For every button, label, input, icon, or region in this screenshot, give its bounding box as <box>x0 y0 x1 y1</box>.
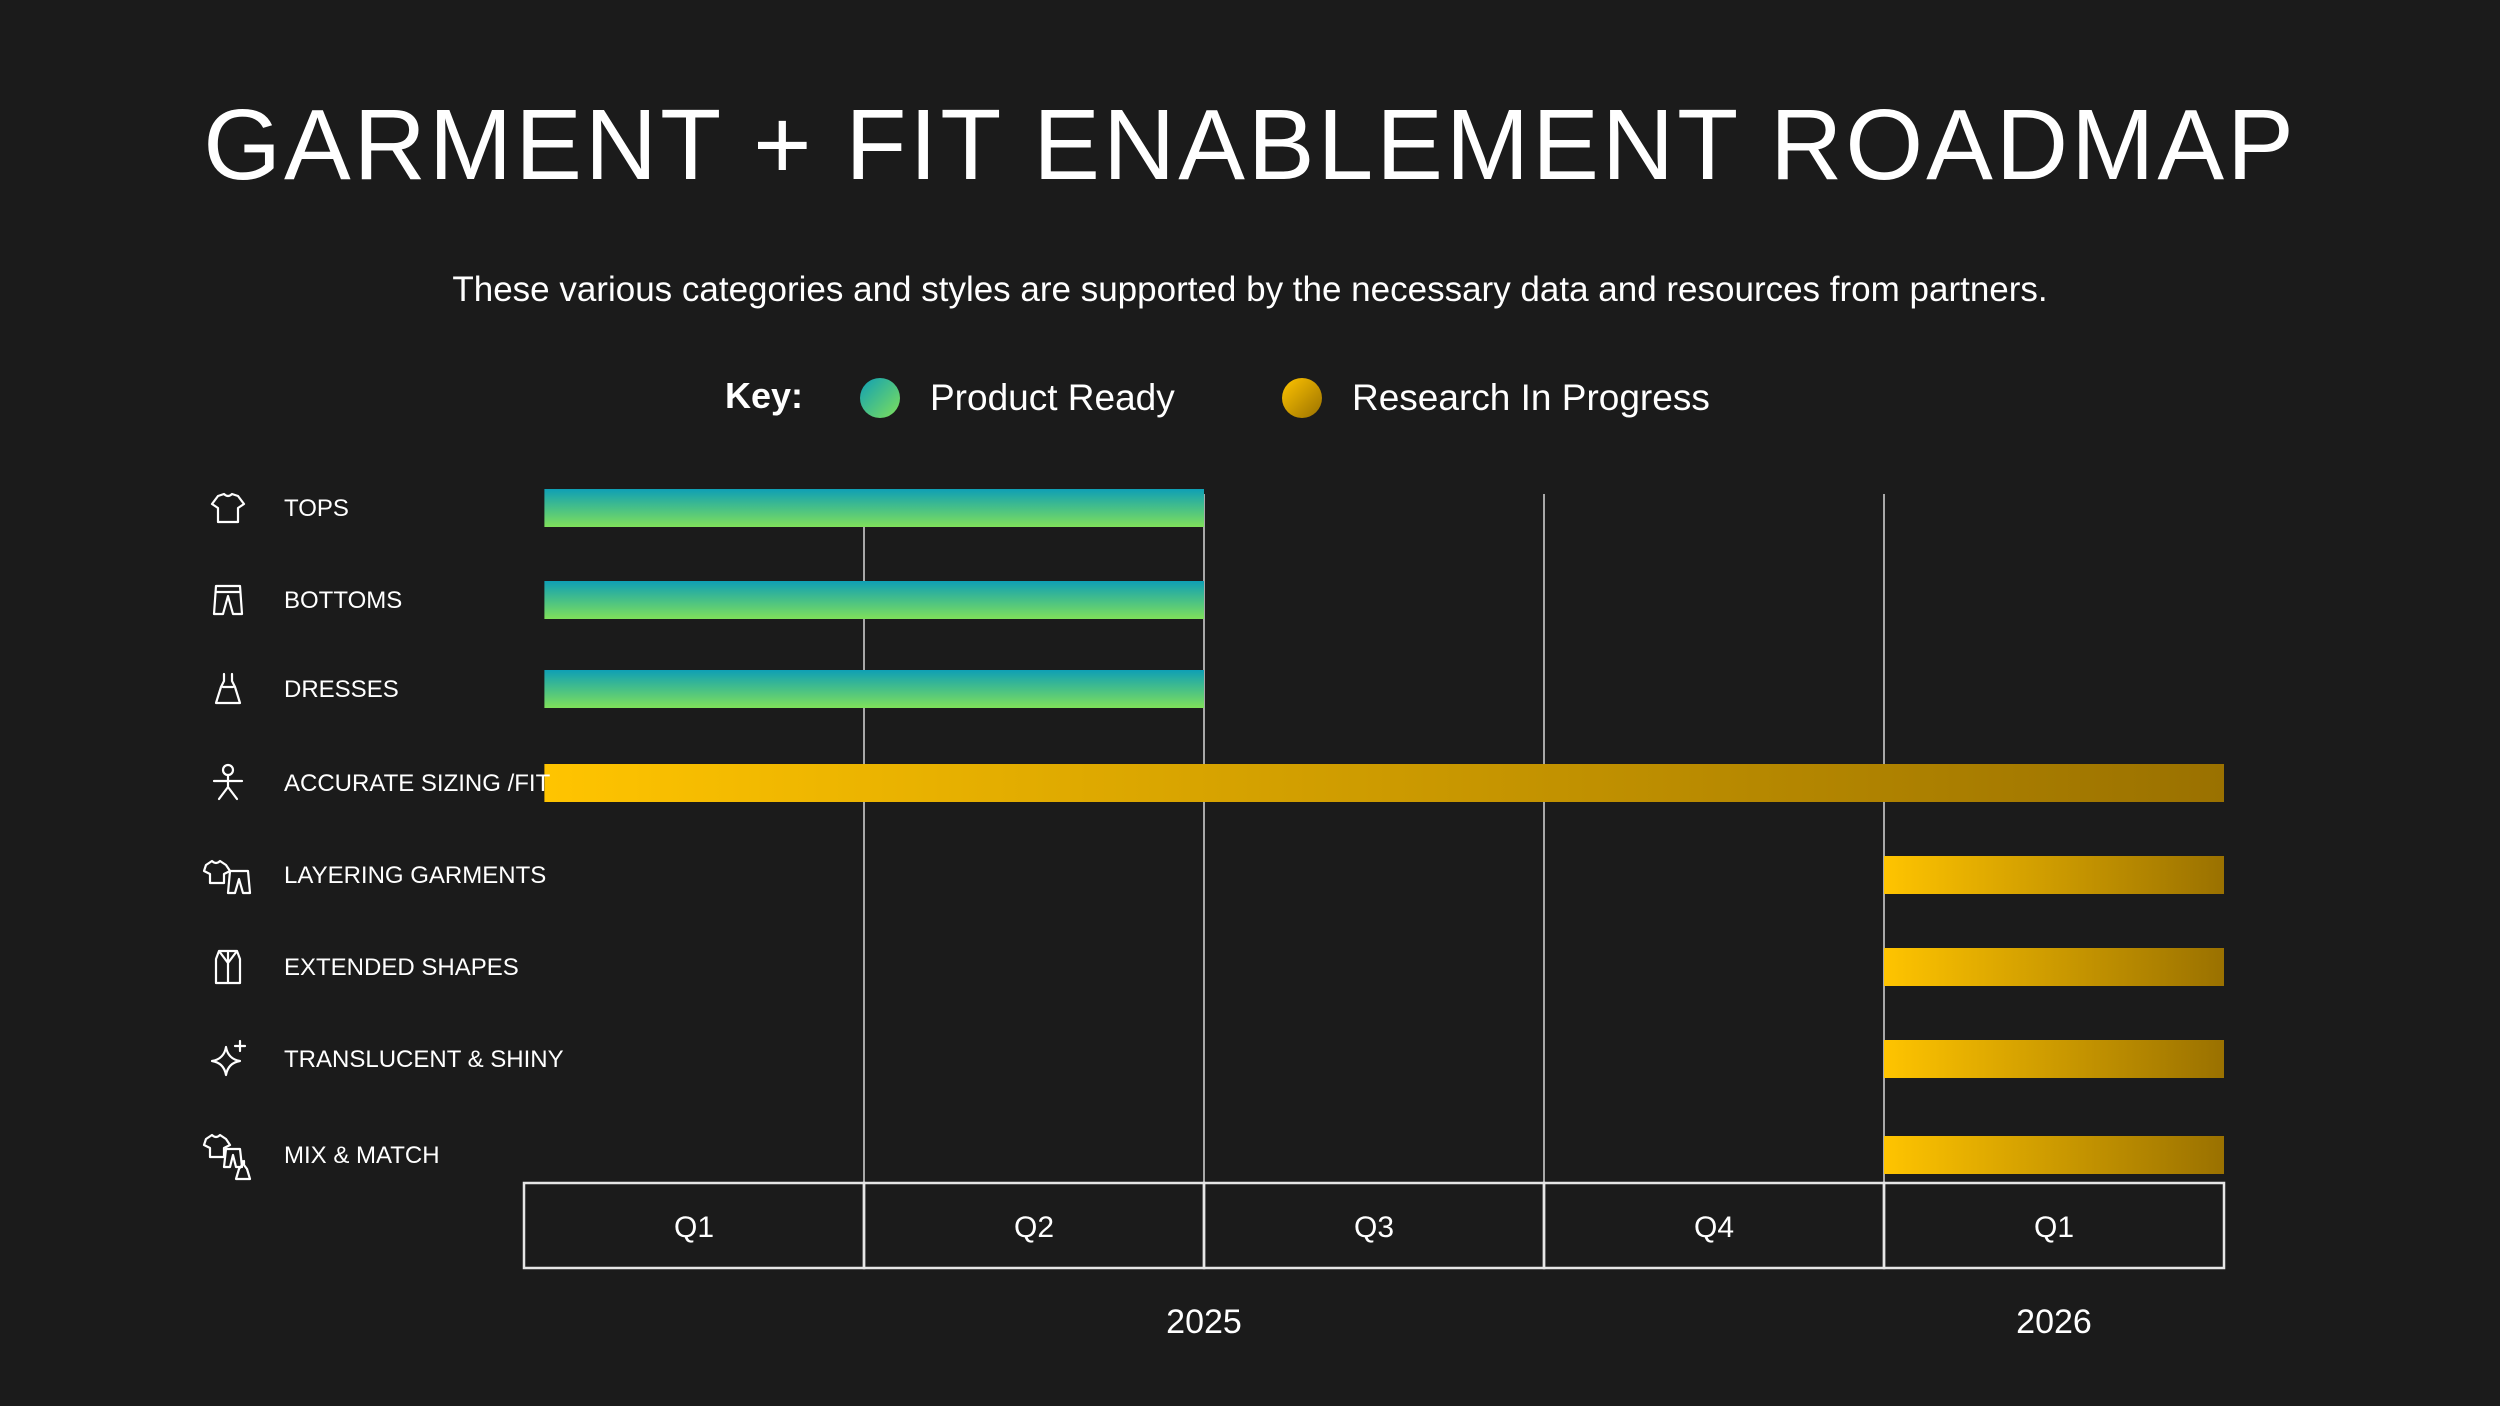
dress-icon <box>214 672 242 705</box>
quarter-cell <box>1882 1181 2226 1270</box>
row-label: TOPS <box>284 495 349 522</box>
legend-key-label: Key: <box>725 375 804 416</box>
legend-dot-research <box>1282 378 1322 418</box>
quarter-tick-label: Q4 <box>1694 1211 1734 1244</box>
legend-dot-product-ready <box>860 378 900 418</box>
year-label: 2025 <box>1166 1303 1242 1341</box>
layering-icon <box>202 859 252 895</box>
quarter-axis: Q1 Q2 Q3 Q4 Q1 2025 2026 <box>522 1181 2226 1341</box>
legend-item-product-ready: Product Ready <box>860 374 1175 422</box>
legend-item-research: Research In Progress <box>1282 374 1710 422</box>
row-label: LAYERING GARMENTS <box>284 862 546 889</box>
row-label: TRANSLUCENT & SHINY <box>284 1046 564 1073</box>
mix-match-icon <box>202 1133 252 1181</box>
page-title: GARMENT + FIT ENABLEMENT ROADMAP <box>203 89 2297 201</box>
quarter-tick-label: Q1 <box>674 1211 714 1244</box>
row-label: BOTTOMS <box>284 587 402 614</box>
row-label: ACCURATE SIZING /FIT <box>284 770 551 797</box>
quarter-tick-label: Q1 <box>2034 1211 2074 1244</box>
bar-research <box>1884 1040 2224 1078</box>
bar-research <box>1884 948 2224 986</box>
row-label: MIX & MATCH <box>284 1142 440 1169</box>
coat-icon <box>214 949 242 985</box>
pants-icon <box>212 584 244 616</box>
legend-label-research: Research In Progress <box>1352 377 1710 418</box>
shirt-icon <box>210 492 246 524</box>
legend-label-product-ready: Product Ready <box>930 377 1175 418</box>
quarter-tick-label: Q2 <box>1014 1211 1054 1244</box>
bar-ready <box>544 670 1204 708</box>
row-label: DRESSES <box>284 676 399 703</box>
bar-ready <box>544 581 1204 619</box>
year-label: 2026 <box>2016 1303 2092 1341</box>
bar-research <box>544 764 2224 802</box>
person-fit-icon <box>212 763 244 801</box>
bars <box>544 489 2224 1174</box>
bar-research <box>1884 1136 2224 1174</box>
row-labels: TOPS BOTTOMS DRESSES ACCURATE SIZING /FIT LA… <box>202 492 564 1181</box>
quarter-tick-label: Q3 <box>1354 1211 1394 1244</box>
page-subtitle: These various categories and styles are … <box>452 270 2048 309</box>
row-label: EXTENDED SHAPES <box>284 954 519 981</box>
bar-research <box>1884 856 2224 894</box>
bar-ready <box>544 489 1204 527</box>
sparkle-icon <box>210 1039 247 1077</box>
